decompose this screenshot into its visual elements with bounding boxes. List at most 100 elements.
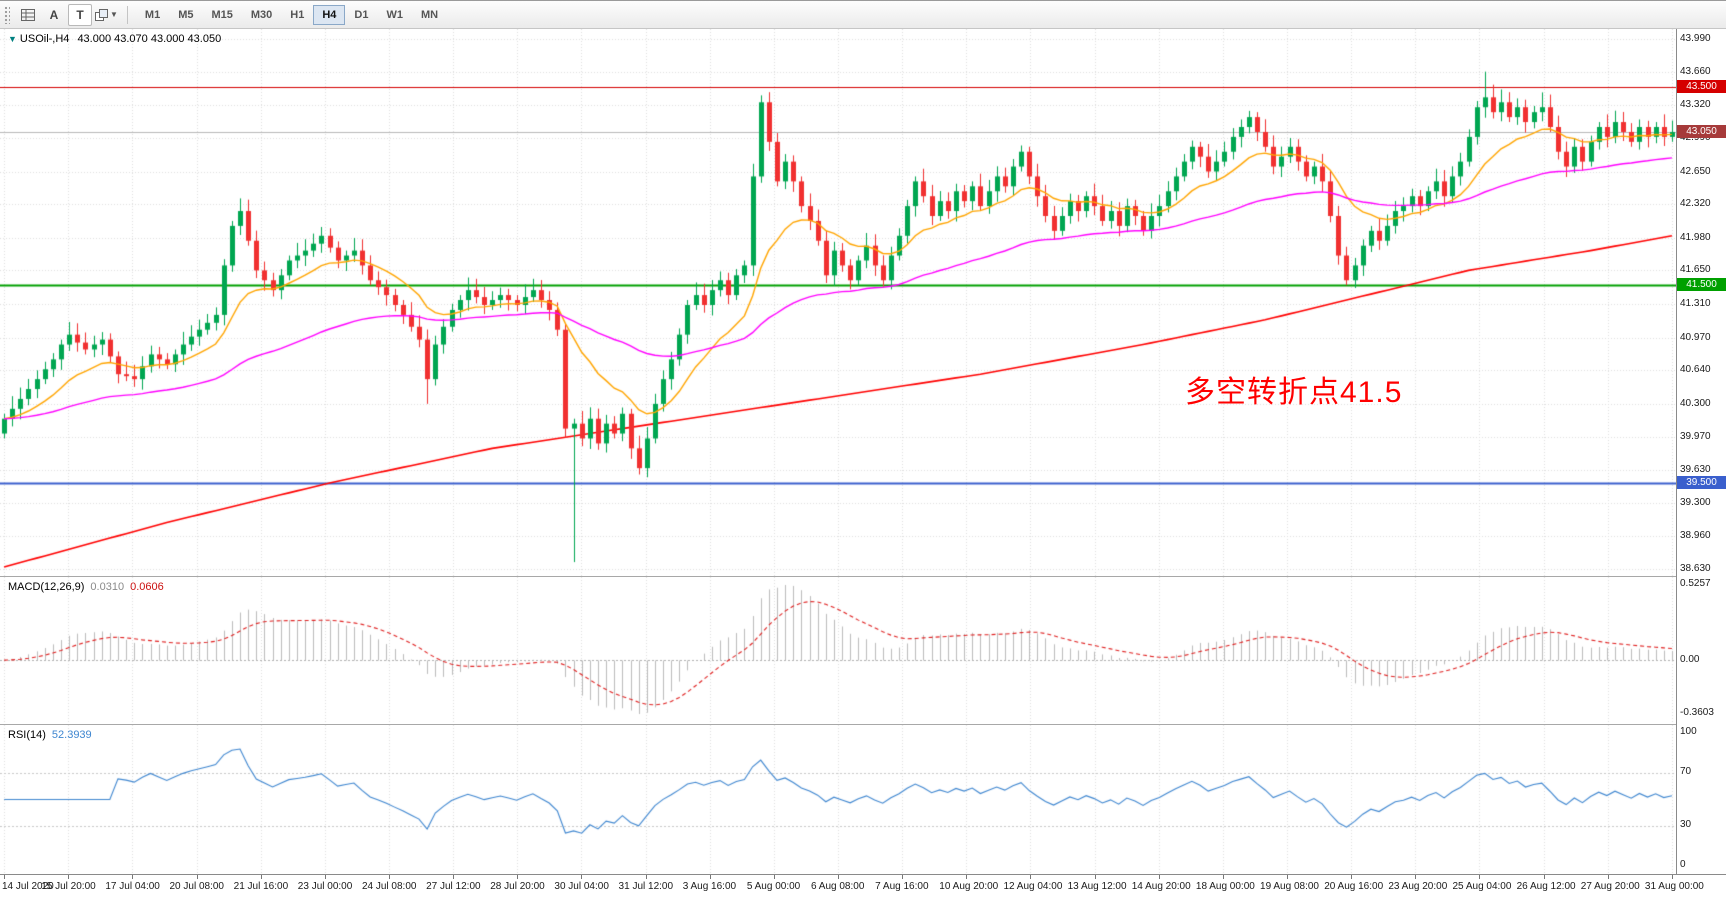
time-axis-tick [1415,875,1416,879]
macd-label: MACD(12,26,9) 0.0310 0.0606 [8,581,164,593]
time-axis-tick [4,875,5,879]
timeframe-button-m30[interactable]: M30 [242,5,281,25]
time-axis-tick [132,875,133,879]
price-direction-icon: ▼ [8,34,17,44]
time-axis-label: 21 Jul 16:00 [233,881,289,892]
time-axis-label: 27 Aug 20:00 [1580,881,1640,892]
timeframe-button-m1[interactable]: M1 [136,5,169,25]
time-axis-tick [389,875,390,879]
time-axis-tick [646,875,647,879]
macd-name: MACD(12,26,9) [8,581,85,593]
time-axis-label: 31 Aug 00:00 [1644,881,1704,892]
time-axis-tick [1479,875,1480,879]
timeframe-button-d1[interactable]: D1 [345,5,377,25]
time-axis-tick [1159,875,1160,879]
macd-signal-value: 0.0606 [130,581,164,593]
hline-price-badge: 39.500 [1677,475,1726,489]
time-axis-label: 26 Aug 12:00 [1516,881,1576,892]
price-axis-label: 41.650 [1680,264,1711,276]
macd-axis-label: 0.5257 [1680,578,1711,589]
timeframe-group: M1 M5 M15 M30 H1 H4 D1 W1 MN [136,4,447,25]
rsi-label: RSI(14) 52.3939 [8,729,92,741]
time-axis-tick [966,875,967,879]
hline-price-badge: 43.500 [1677,80,1726,94]
rsi-name: RSI(14) [8,729,46,741]
time-axis-tick [1223,875,1224,879]
time-axis-tick [1030,875,1031,879]
price-axis-label: 43.320 [1680,99,1711,111]
chart-grid-button[interactable] [16,4,40,26]
time-axis-label: 25 Aug 04:00 [1452,881,1512,892]
time-axis-label: 31 Jul 12:00 [618,881,674,892]
time-axis-label: 14 Aug 20:00 [1131,881,1191,892]
timeframe-button-h1[interactable]: H1 [281,5,313,25]
rsi-value: 52.3939 [51,729,92,741]
cursor-tool-button[interactable]: A [42,4,66,26]
time-axis-label: 13 Aug 12:00 [1067,881,1127,892]
macd-axis-label: -0.3603 [1680,707,1714,718]
price-axis-label: 40.300 [1680,397,1711,409]
candlestick-chart-canvas[interactable] [0,29,1676,576]
time-axis-label: 19 Aug 08:00 [1260,881,1319,892]
time-axis-label: 10 Aug 20:00 [939,881,999,892]
time-axis-tick [1287,875,1288,879]
time-axis-tick [581,875,582,879]
time-axis-label: 6 Aug 08:00 [811,881,865,892]
grid-icon [21,8,35,21]
price-axis-label: 41.980 [1680,231,1711,243]
time-axis-label: 5 Aug 00:00 [746,881,801,892]
timeframe-button-h4[interactable]: H4 [313,4,346,25]
time-axis-tick [774,875,775,879]
time-axis-label: 23 Aug 20:00 [1388,881,1448,892]
symbol-title: USOil-,H4 [19,33,70,45]
time-axis-tick [325,875,326,879]
toolbar-separator [126,5,128,24]
rsi-axis-label: 100 [1680,726,1697,737]
time-axis-tick [1672,875,1673,879]
time-axis-label: 17 Jul 04:00 [105,881,160,892]
rsi-chart-canvas[interactable] [0,725,1676,874]
time-axis-tick [1608,875,1609,879]
price-axis[interactable]: 43.99043.66043.32042.99042.65042.32041.9… [1676,29,1726,874]
time-axis-tick [261,875,262,879]
objects-dropdown-button[interactable]: ▼ [94,4,119,26]
time-axis-label: 30 Jul 04:00 [554,881,609,892]
price-axis-label: 43.660 [1680,65,1711,77]
price-chart-panel: ▼ USOil-,H4 43.000 43.070 43.000 43.050 多空… [0,29,1676,576]
time-axis-label: 24 Jul 08:00 [361,881,417,892]
text-tool-button[interactable]: T [68,3,92,26]
rsi-axis-label: 70 [1680,765,1692,777]
ohlc-values: 43.000 43.070 43.000 43.050 [77,33,222,45]
timeframe-button-m5[interactable]: M5 [169,5,202,25]
time-axis-label: 7 Aug 16:00 [875,881,929,892]
price-axis-label: 38.960 [1680,530,1711,542]
timeframe-button-mn[interactable]: MN [412,5,447,25]
caret-down-icon: ▼ [110,10,118,19]
macd-chart-canvas[interactable] [0,577,1676,724]
price-axis-label: 40.640 [1680,364,1711,376]
toolbar-grip-handle[interactable] [4,5,10,24]
timeframe-button-m15[interactable]: M15 [202,5,241,25]
price-axis-label: 39.630 [1680,464,1711,476]
rsi-axis-label: 30 [1680,819,1692,831]
macd-axis-label: 0.00 [1680,653,1700,665]
time-axis[interactable]: 14 Jul 2020 15 Jul 20:00 17 Jul 04:00 20 Ju… [0,874,1726,899]
time-axis-label: 14 Jul 2020 [2,881,54,892]
time-axis-tick [902,875,903,879]
time-axis-tick [1544,875,1545,879]
time-axis-label: 23 Jul 00:00 [297,881,353,892]
price-axis-label: 41.310 [1680,298,1711,309]
time-axis-tick [197,875,198,879]
chart-annotation-text[interactable]: 多空转折点41.5 [1185,376,1403,409]
price-axis-label: 38.630 [1680,563,1711,574]
hline-price-badge: 41.500 [1677,278,1726,292]
time-axis-tick [517,875,518,879]
time-axis-tick [838,875,839,879]
rsi-indicator-panel: RSI(14) 52.3939 [0,724,1676,874]
time-axis-label: 12 Aug 04:00 [1003,881,1063,892]
timeframe-button-w1[interactable]: W1 [377,5,412,25]
symbol-ohlc-label: ▼ USOil-,H4 43.000 43.070 43.000 43.050 [8,33,221,45]
main-toolbar: A T ▼ M1 M5 M15 M30 H1 H4 D1 W1 MN [0,1,1726,29]
price-axis-label: 39.300 [1680,496,1711,508]
